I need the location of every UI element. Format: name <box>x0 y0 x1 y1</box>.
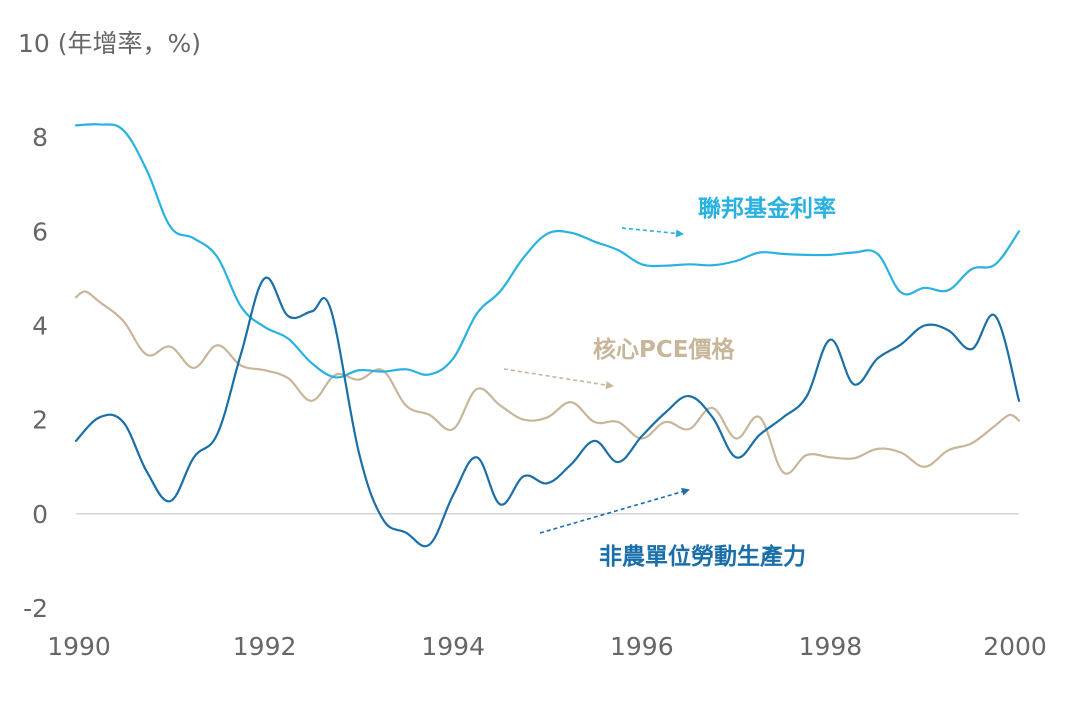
y-tick-label: 2 <box>32 406 48 435</box>
fed-funds-rate-arrow <box>621 227 684 238</box>
productivity-label: 非農單位勞動生產力 <box>599 543 806 570</box>
y-tick-label: -2 <box>23 594 48 623</box>
y-axis-label: 10 (年增率，%) <box>18 29 201 58</box>
productivity-arrow <box>539 487 690 534</box>
x-tick-label: 1996 <box>610 632 674 661</box>
y-tick-label: 4 <box>32 312 48 341</box>
fed-funds-rate-label: 聯邦基金利率 <box>698 195 836 222</box>
core-pce-line <box>74 290 1021 475</box>
core-pce-arrow <box>503 368 614 390</box>
y-tick-label: 0 <box>32 500 48 529</box>
x-tick-label: 1994 <box>421 632 485 661</box>
x-tick-label: 2000 <box>983 632 1047 661</box>
fed-funds-rate-line <box>74 123 1021 379</box>
y-tick-label: 6 <box>32 217 48 246</box>
x-tick-label: 1998 <box>799 632 863 661</box>
productivity-line <box>74 276 1021 548</box>
x-tick-label: 1990 <box>47 632 111 661</box>
core-pce-label: 核心PCE價格 <box>593 336 735 363</box>
y-tick-label: 8 <box>32 123 48 152</box>
x-tick-label: 1992 <box>233 632 297 661</box>
